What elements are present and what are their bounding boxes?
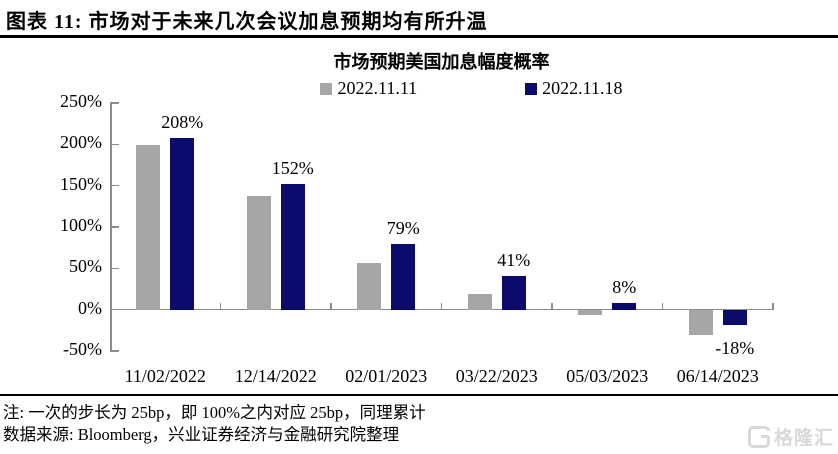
bar — [136, 145, 161, 310]
gelonghui-g-icon — [747, 425, 770, 448]
bar — [722, 310, 747, 326]
bar-value-label: 152% — [271, 158, 314, 178]
y-axis-tick — [110, 102, 119, 104]
legend-swatch — [320, 82, 333, 95]
legend-item: 2022.11.18 — [525, 78, 623, 99]
bar-value-label: 8% — [612, 277, 637, 298]
y-axis-tick — [110, 226, 119, 228]
gelonghui-logo-text: 格隆汇 — [773, 428, 834, 449]
x-axis-label: 11/02/2022 — [124, 366, 206, 386]
bar — [280, 184, 305, 310]
bar — [501, 275, 526, 310]
bar — [688, 310, 713, 336]
bar — [612, 303, 637, 310]
x-axis-label: 05/03/2023 — [566, 366, 649, 386]
title-underline-divider — [0, 35, 838, 38]
x-axis-tick — [219, 302, 222, 310]
legend-swatch — [525, 82, 538, 95]
bar-value-label: 208% — [161, 111, 204, 132]
x-axis-tick — [440, 302, 443, 310]
y-axis-label: 250% — [60, 91, 102, 111]
y-axis-label: 200% — [60, 132, 102, 153]
y-axis-tick — [110, 267, 119, 270]
bar — [578, 310, 603, 315]
y-axis-label: -50% — [63, 339, 102, 359]
x-axis-tick — [551, 302, 553, 310]
legend-label: 2022.11.11 — [337, 78, 418, 98]
y-axis-tick — [110, 184, 119, 187]
legend: 2022.11.11 2022.11.18 — [140, 78, 803, 99]
bar-value-label: 79% — [386, 218, 420, 239]
bar — [170, 137, 195, 310]
y-axis-label: 100% — [60, 215, 102, 235]
x-axis-tick — [661, 302, 664, 310]
x-axis-tick — [330, 302, 332, 310]
x-axis-line — [110, 308, 773, 311]
bar — [246, 196, 271, 310]
footer-note: 注: 一次的步长为 25bp，即 100%之内对应 25bp，同理累计 — [3, 403, 426, 422]
legend-label: 2022.11.18 — [542, 78, 623, 98]
y-axis-label: 150% — [60, 173, 102, 194]
bar-value-label: 41% — [497, 249, 531, 270]
x-axis-labels: 11/02/2022 12/14/2022 02/01/2023 03/22/2023… — [110, 366, 773, 390]
x-axis-label: 06/14/2023 — [676, 366, 759, 386]
legend-item: 2022.11.11 — [320, 78, 417, 99]
y-axis-tick — [110, 143, 119, 146]
figure-title: 图表 11: 市场对于未来几次会议加息预期均有所升温 — [6, 11, 488, 33]
bar — [467, 293, 492, 310]
x-axis-tick — [772, 302, 774, 310]
x-axis-label: 03/22/2023 — [455, 366, 538, 386]
bar — [357, 262, 382, 310]
y-axis-tick — [110, 350, 119, 352]
x-axis-label: 02/01/2023 — [345, 366, 428, 386]
bar-value-label: -18% — [715, 338, 755, 359]
gelonghui-logo: 格隆汇 — [747, 423, 834, 450]
plot-area: 250% 200% 150% 100% 50% 0% -50% 208% 152% 79% 41% 8… — [60, 91, 774, 359]
y-axis-label: 50% — [69, 256, 102, 277]
footer-divider — [0, 394, 838, 396]
footer-source: 数据来源: Bloomberg，兴业证券经济与金融研究院整理 — [3, 425, 400, 444]
chart-title: 市场预期美国加息幅度概率 — [333, 52, 550, 72]
x-axis-label: 12/14/2022 — [234, 366, 317, 386]
bar — [391, 244, 416, 310]
y-axis-label: 0% — [78, 297, 102, 318]
chart: 市场预期美国加息幅度概率 2022.11.11 2022.11.18 250% 20… — [0, 40, 838, 396]
